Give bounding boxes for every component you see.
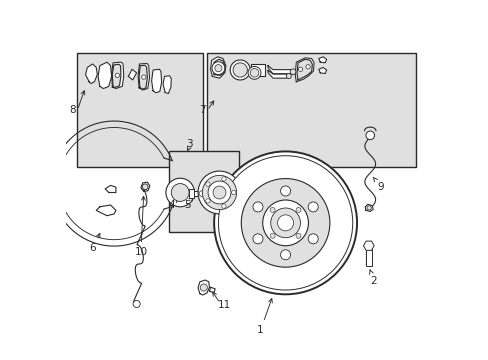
Circle shape: [165, 178, 194, 207]
Polygon shape: [128, 69, 136, 80]
Polygon shape: [96, 205, 116, 216]
Circle shape: [171, 184, 189, 202]
Polygon shape: [138, 64, 149, 90]
Polygon shape: [365, 204, 372, 211]
Circle shape: [366, 206, 370, 210]
Polygon shape: [209, 287, 215, 293]
Circle shape: [218, 156, 352, 290]
Circle shape: [252, 234, 263, 244]
Circle shape: [212, 62, 224, 75]
Bar: [206, 53, 415, 167]
Circle shape: [222, 204, 225, 208]
Polygon shape: [139, 65, 147, 89]
Bar: [250, 64, 264, 76]
Circle shape: [214, 152, 356, 294]
Text: 5: 5: [183, 197, 192, 210]
Circle shape: [115, 73, 119, 77]
Polygon shape: [141, 182, 149, 192]
Circle shape: [365, 131, 374, 140]
Polygon shape: [210, 57, 225, 78]
Circle shape: [213, 186, 225, 199]
Circle shape: [230, 60, 250, 80]
Bar: [193, 191, 202, 197]
Text: 1: 1: [257, 298, 272, 335]
Bar: [189, 189, 193, 198]
Circle shape: [233, 63, 247, 77]
Text: 7: 7: [199, 105, 205, 115]
Text: 2: 2: [369, 270, 376, 286]
Polygon shape: [296, 59, 312, 80]
Circle shape: [205, 182, 210, 186]
Circle shape: [231, 190, 235, 195]
Circle shape: [285, 73, 291, 78]
Text: 8: 8: [69, 105, 76, 115]
Circle shape: [250, 68, 258, 77]
Circle shape: [270, 208, 300, 238]
Circle shape: [295, 233, 301, 238]
Bar: [365, 249, 371, 266]
Circle shape: [290, 69, 295, 75]
Circle shape: [198, 171, 241, 214]
Polygon shape: [98, 62, 111, 89]
Polygon shape: [318, 57, 326, 63]
Bar: [169, 152, 239, 232]
Circle shape: [214, 64, 222, 72]
Circle shape: [133, 300, 140, 307]
Polygon shape: [213, 59, 224, 75]
Polygon shape: [105, 185, 116, 193]
Circle shape: [269, 233, 275, 238]
Polygon shape: [267, 66, 291, 74]
Circle shape: [295, 207, 301, 212]
Polygon shape: [163, 76, 171, 94]
Text: 11: 11: [218, 300, 231, 310]
Text: 9: 9: [372, 177, 384, 192]
Circle shape: [222, 177, 225, 181]
Circle shape: [307, 202, 318, 212]
Circle shape: [307, 234, 318, 244]
Bar: [77, 53, 203, 167]
Circle shape: [205, 199, 210, 203]
Circle shape: [200, 284, 207, 291]
Circle shape: [280, 250, 290, 260]
Polygon shape: [111, 62, 123, 89]
Circle shape: [280, 186, 290, 196]
Polygon shape: [295, 58, 313, 82]
Circle shape: [262, 200, 308, 246]
Circle shape: [252, 202, 263, 212]
Circle shape: [247, 66, 261, 79]
Polygon shape: [112, 64, 121, 87]
Polygon shape: [198, 280, 209, 295]
Circle shape: [305, 64, 309, 69]
Circle shape: [199, 191, 204, 197]
Circle shape: [298, 67, 302, 71]
Polygon shape: [267, 71, 287, 78]
Circle shape: [142, 75, 145, 79]
Polygon shape: [85, 64, 97, 84]
Polygon shape: [318, 67, 326, 73]
Circle shape: [277, 215, 293, 231]
Circle shape: [241, 179, 329, 267]
Circle shape: [142, 184, 148, 190]
Text: 6: 6: [89, 233, 100, 253]
Circle shape: [202, 175, 236, 210]
Polygon shape: [151, 69, 162, 93]
Text: 4: 4: [167, 198, 177, 210]
Text: 10: 10: [134, 196, 147, 257]
Text: 3: 3: [186, 139, 192, 149]
Circle shape: [207, 181, 230, 204]
Circle shape: [269, 207, 275, 212]
